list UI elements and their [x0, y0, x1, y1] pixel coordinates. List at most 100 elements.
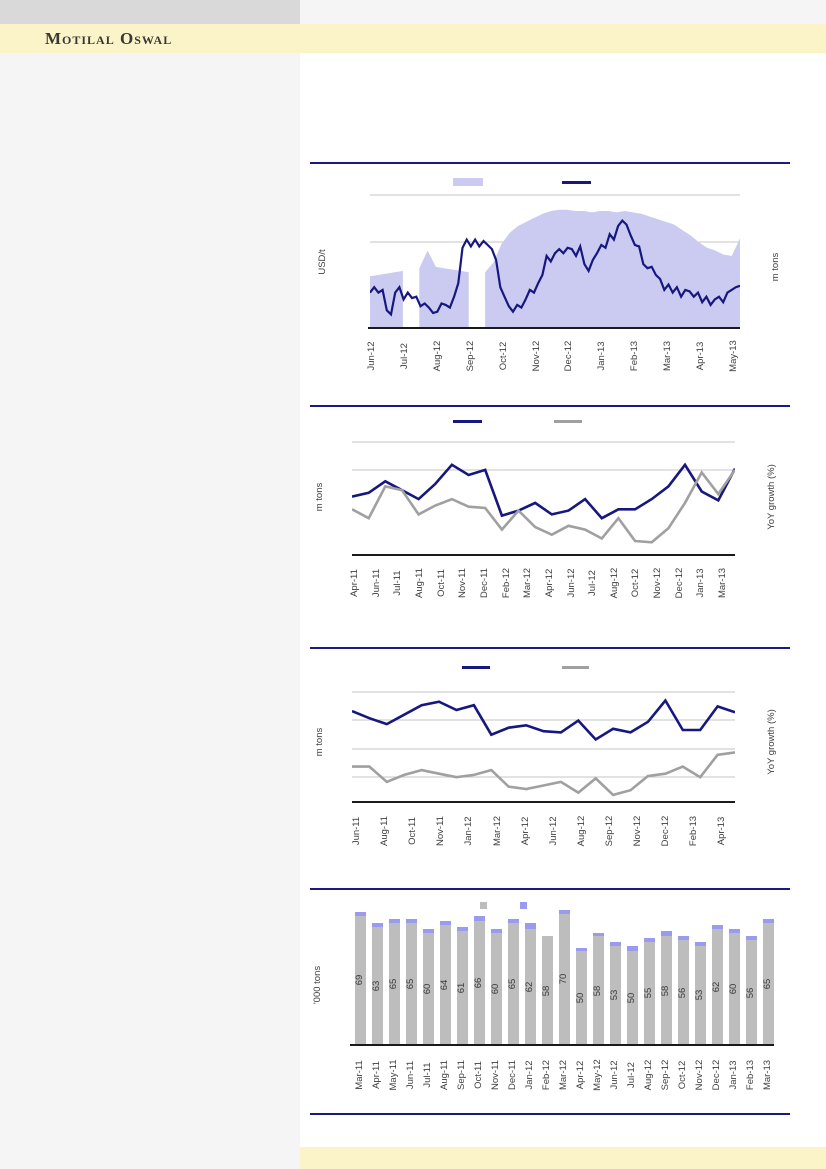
- legend-swatch-line: [554, 420, 582, 423]
- chart-plot-monthly-trend-with-yoy-growth-2: [352, 691, 735, 797]
- bar-gray-segment: [456, 930, 468, 1045]
- bar-gray-segment: [507, 923, 519, 1045]
- bar-value-label: 53: [609, 990, 620, 1001]
- legend-swatch-line: [562, 666, 589, 669]
- x-tick-label: Jun-12: [547, 816, 559, 846]
- x-tick-label: Jun-11: [351, 816, 362, 846]
- bar-value-label: 60: [728, 983, 739, 995]
- x-axis-line: [368, 327, 740, 329]
- bar-cap-segment: [745, 936, 757, 940]
- x-tick-label: Dec-12: [673, 567, 685, 599]
- bar-cap-segment: [422, 928, 434, 933]
- x-tick-label: Oct-11: [473, 1061, 484, 1089]
- x-tick-label: Dec-12: [711, 1059, 722, 1091]
- x-tick-label: Mar-12: [558, 1059, 569, 1091]
- x-tick-label: Jul-12: [626, 1062, 637, 1088]
- bar-value-label: 53: [694, 990, 705, 1001]
- x-tick-label: Oct-12: [677, 1060, 688, 1090]
- bar-gray-segment: [643, 941, 655, 1045]
- bar-cap-segment: [405, 919, 417, 924]
- x-tick-label: Jul-11: [392, 570, 404, 596]
- x-tick-label: Aug-12: [431, 340, 443, 372]
- x-tick-label: Mar-13: [662, 340, 674, 372]
- x-axis-line: [352, 554, 735, 556]
- x-tick-label: Nov-12: [530, 340, 542, 372]
- x-tick-label: Mar-13: [762, 1059, 773, 1091]
- x-tick-label: Dec-11: [507, 1060, 518, 1090]
- bar-gray-segment: [592, 936, 604, 1045]
- x-tick-label: May-12: [592, 1059, 603, 1091]
- x-tick-label: Aug-11: [439, 1060, 450, 1090]
- footer-band: [300, 1147, 826, 1169]
- x-tick-label: Dec-11: [478, 568, 490, 598]
- bar-cap-segment: [456, 926, 468, 931]
- bar-gray-segment: [575, 951, 587, 1045]
- bar-gray-segment: [371, 926, 383, 1045]
- x-tick-label: Oct-11: [407, 817, 419, 845]
- bar-cap-segment: [609, 941, 621, 946]
- bar-gray-segment: [762, 923, 774, 1045]
- y-axis-title-left: m tons: [314, 727, 325, 757]
- bar-cap-segment: [507, 919, 519, 924]
- x-tick-label: Nov-11: [490, 1060, 501, 1090]
- x-tick-label: Sep-12: [464, 340, 476, 372]
- legend-swatch-line: [562, 181, 591, 184]
- brand-logo: Motilal Oswal: [45, 29, 173, 48]
- bar-value-label: 70: [558, 974, 569, 985]
- x-tick-label: May-11: [388, 1059, 399, 1091]
- x-tick-label: May-13: [727, 340, 739, 372]
- section-divider: [310, 162, 790, 164]
- x-tick-label: Jun-12: [609, 1060, 620, 1090]
- bar-gray-segment: [711, 928, 723, 1045]
- bar-value-label: 56: [677, 987, 688, 998]
- legend-swatch-line: [453, 420, 482, 423]
- bar-gray-segment: [354, 915, 366, 1045]
- legend-swatch-line: [462, 666, 490, 669]
- x-tick-label: Jan-13: [596, 341, 608, 371]
- bar-value-label: 65: [762, 978, 773, 990]
- bar-gray-segment: [745, 940, 757, 1045]
- x-tick-label: Mar-12: [522, 567, 534, 599]
- legend-swatch-square: [480, 902, 487, 909]
- x-tick-label: Dec-12: [660, 815, 672, 847]
- legend-swatch-square: [520, 902, 527, 909]
- bar-gray-segment: [490, 932, 502, 1045]
- x-tick-label: Feb-12: [500, 567, 512, 599]
- header-strip-right: [300, 0, 826, 24]
- y-axis-title-left: m tons: [314, 482, 325, 512]
- bar-gray-segment: [728, 932, 740, 1045]
- bar-gray-segment: [626, 951, 638, 1045]
- bar-gray-segment: [524, 928, 536, 1045]
- bar-value-label: 58: [660, 985, 671, 996]
- bar-value-label: 50: [575, 992, 586, 1004]
- bar-value-label: 63: [371, 980, 382, 992]
- bar-cap-segment: [558, 910, 570, 914]
- x-tick-label: Apr-11: [349, 569, 360, 597]
- bar-gray-segment: [388, 923, 400, 1045]
- x-tick-label: Apr-12: [543, 568, 555, 598]
- bar-value-label: 65: [507, 978, 518, 990]
- bar-value-label: 65: [388, 978, 399, 990]
- bar-gray-segment: [422, 932, 434, 1045]
- x-tick-label: Jan-13: [728, 1060, 739, 1090]
- bar-value-label: 50: [626, 992, 637, 1004]
- x-tick-label: Jul-12: [398, 343, 410, 369]
- x-axis-line: [350, 1044, 774, 1046]
- y-axis-title-right: YoY growth (%): [766, 709, 777, 775]
- x-tick-label: Feb-13: [629, 340, 641, 372]
- bar-value-label: 64: [439, 979, 450, 991]
- x-tick-label: Aug-11: [413, 568, 425, 598]
- x-tick-label: Jan-12: [524, 1060, 535, 1090]
- x-tick-label: Apr-13: [695, 341, 706, 371]
- bar-value-label: 66: [473, 977, 484, 989]
- bar-value-label: 60: [490, 983, 501, 995]
- bar-cap-segment: [626, 945, 638, 952]
- x-tick-label: Jan-13: [695, 568, 707, 598]
- x-tick-label: Sep-12: [660, 1059, 671, 1091]
- x-tick-label: Oct-12: [630, 568, 642, 598]
- x-tick-label: Mar-13: [717, 567, 729, 599]
- bar-value-label: 56: [745, 987, 756, 998]
- x-tick-label: Sep-12: [603, 815, 615, 847]
